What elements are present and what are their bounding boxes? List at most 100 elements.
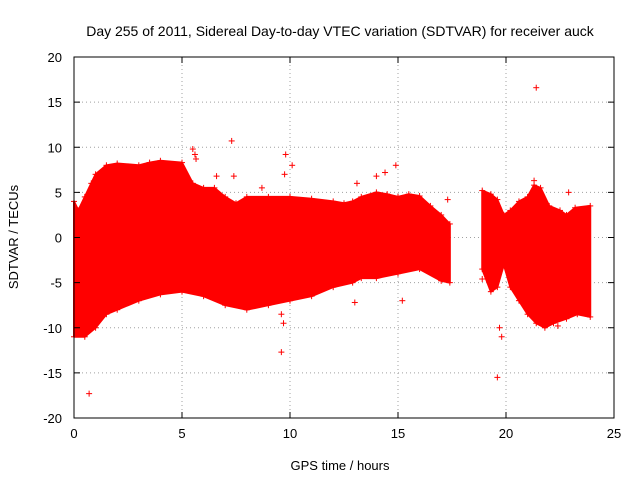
edge-point	[308, 195, 315, 202]
edge-point	[157, 157, 164, 164]
edge-point	[146, 159, 153, 166]
outlier-point	[479, 276, 486, 283]
edge-point	[587, 202, 594, 209]
y-tick-label: 0	[55, 231, 62, 246]
edge-point	[541, 324, 548, 331]
edge-point	[75, 207, 82, 214]
x-tick-label: 25	[607, 426, 621, 441]
outlier-point	[189, 146, 196, 153]
outlier-point	[373, 173, 380, 180]
edge-point	[416, 192, 423, 199]
edge-point	[416, 266, 423, 273]
outlier-point	[496, 324, 503, 331]
x-axis-label: GPS time / hours	[291, 458, 390, 473]
edge-point	[88, 180, 95, 187]
data-band-segment-2	[481, 184, 592, 329]
edge-point	[287, 193, 293, 200]
edge-point	[330, 198, 337, 205]
outlier-point	[382, 169, 389, 176]
edge-point	[189, 180, 196, 187]
outlier-point	[289, 162, 296, 169]
edge-point	[265, 193, 272, 200]
edge-point	[81, 333, 88, 340]
edge-point	[524, 311, 531, 318]
edge-point	[515, 198, 522, 205]
edge-point	[358, 193, 365, 200]
edge-point	[243, 193, 250, 200]
edge-point	[373, 275, 380, 282]
edge-point	[524, 193, 531, 200]
y-tick-label: -20	[43, 411, 62, 426]
edge-point	[373, 189, 380, 196]
edge-point	[557, 207, 563, 214]
axis-ticks: 0 5 10 15 20 25 -20 -15 -10 -5 0 5 10 15 20	[43, 50, 621, 441]
edge-point	[572, 204, 579, 211]
y-tick-label: 15	[48, 95, 62, 110]
edge-point	[349, 198, 356, 205]
outlier-point	[554, 322, 561, 329]
edge-point	[487, 288, 494, 295]
edge-point	[384, 191, 391, 198]
edge-point	[81, 193, 88, 200]
outlier-point	[444, 196, 451, 203]
x-tick-label: 5	[178, 426, 185, 441]
outlier-point	[281, 171, 288, 178]
outlier-point	[228, 137, 235, 144]
edge-point	[515, 297, 522, 304]
edge-point	[179, 159, 185, 166]
edge-point	[358, 275, 365, 282]
edge-point	[587, 313, 594, 320]
edge-point	[479, 266, 486, 273]
edge-point	[494, 196, 501, 203]
y-tick-label: -10	[43, 321, 62, 336]
outlier-point	[565, 189, 572, 196]
outlier-point	[280, 320, 287, 327]
edge-point	[533, 320, 540, 327]
edge-point	[222, 193, 229, 200]
edge-point	[479, 187, 486, 194]
y-axis-label: SDTVAR / TECUs	[6, 184, 21, 289]
outlier-point	[86, 390, 93, 397]
edge-point	[243, 306, 250, 313]
edge-point	[546, 202, 553, 209]
edge-point	[349, 279, 356, 286]
edge-point	[330, 284, 337, 291]
edge-point	[135, 297, 142, 304]
outlier-point	[230, 173, 237, 180]
edge-point	[287, 297, 293, 304]
edge-point	[531, 182, 538, 189]
edge-point	[179, 288, 185, 295]
edge-point	[92, 324, 99, 331]
outlier-point	[193, 155, 200, 162]
y-tick-label: -5	[50, 276, 62, 291]
edge-point	[574, 311, 581, 318]
y-tick-label: 5	[55, 185, 62, 200]
edge-point	[114, 306, 121, 313]
edge-point	[233, 200, 239, 207]
outlier-point	[278, 349, 285, 356]
edge-point	[563, 211, 570, 218]
edge-point	[427, 202, 434, 209]
edge-point	[537, 184, 544, 191]
edge-point	[265, 302, 272, 309]
outlier-point	[282, 151, 289, 158]
edge-point	[395, 193, 401, 200]
edge-point	[500, 261, 507, 268]
edge-point	[222, 302, 229, 309]
edge-point	[446, 220, 453, 227]
outlier-point	[191, 151, 198, 158]
outlier-point	[399, 297, 406, 304]
chart-title: Day 255 of 2011, Sidereal Day-to-day VTE…	[86, 23, 595, 39]
edge-point	[395, 270, 401, 277]
edge-point	[438, 277, 445, 284]
edge-point	[446, 279, 453, 286]
y-tick-label: 20	[48, 50, 62, 65]
x-tick-label: 0	[70, 426, 77, 441]
edge-point	[92, 171, 99, 178]
edge-point	[211, 184, 218, 191]
edge-point	[494, 284, 501, 291]
edge-point	[405, 191, 412, 198]
plot-area	[71, 84, 594, 397]
edge-point	[563, 315, 570, 322]
edge-point	[438, 211, 445, 218]
